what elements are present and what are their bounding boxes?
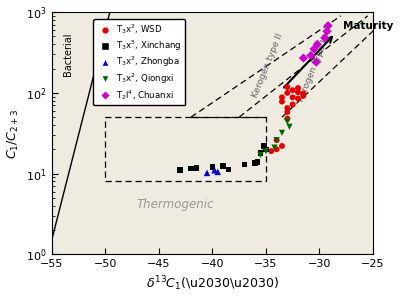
Point [225, 167, 232, 172]
Point [290, 95, 296, 100]
Point [325, 23, 331, 28]
Text: Bacterial: Bacterial [63, 33, 73, 76]
Text: Kerogen type III: Kerogen type III [297, 34, 332, 103]
Point [220, 163, 226, 168]
Text: Thermogenic: Thermogenic [136, 198, 214, 210]
Point [268, 149, 274, 153]
Point [284, 116, 290, 121]
Point [274, 138, 280, 143]
Point [271, 145, 278, 150]
Point [295, 90, 301, 94]
Point [204, 170, 210, 175]
Point [209, 165, 216, 170]
Text: Kerogen type II: Kerogen type II [251, 32, 285, 99]
Point [257, 151, 264, 155]
Text: Maturity: Maturity [343, 21, 393, 31]
Point [214, 170, 221, 174]
Point [177, 168, 184, 173]
Point [295, 96, 301, 101]
Point [284, 110, 290, 115]
Point [279, 95, 285, 100]
Point [324, 29, 330, 34]
Point [252, 161, 258, 165]
Point [300, 91, 306, 96]
Point [284, 119, 290, 124]
Legend: T$_3$x$^2$, WSD, T$_3$x$^5$, Xinchang, T$_3$x$^2$, Zhongba, T$_3$x$^2$, Qiongxi,: T$_3$x$^2$, WSD, T$_3$x$^5$, Xinchang, T… [93, 19, 185, 105]
Point [188, 166, 194, 171]
Point [322, 36, 328, 40]
Point [313, 60, 320, 65]
Point [284, 106, 290, 110]
Point [311, 47, 317, 51]
Y-axis label: $C_1/C_{2+3}$: $C_1/C_{2+3}$ [6, 108, 21, 159]
Point [263, 147, 269, 152]
Point [254, 159, 260, 164]
Point [284, 91, 290, 95]
Point [257, 152, 264, 157]
Point [284, 85, 290, 89]
Point [274, 147, 280, 152]
Point [279, 99, 285, 104]
Point [314, 42, 320, 47]
Point [290, 88, 296, 93]
Point [211, 168, 218, 173]
Point [279, 144, 285, 148]
Point [263, 149, 269, 153]
Point [300, 56, 306, 60]
Point [295, 86, 301, 90]
Point [260, 144, 267, 148]
Point [279, 130, 285, 135]
Point [300, 93, 306, 98]
Point [290, 102, 296, 107]
Point [193, 165, 200, 170]
X-axis label: $\delta^{13}C_1$(\u2030\u2030): $\delta^{13}C_1$(\u2030\u2030) [146, 275, 279, 293]
Point [286, 124, 293, 129]
Point [241, 162, 248, 167]
Point [308, 53, 314, 58]
Point [274, 138, 280, 143]
